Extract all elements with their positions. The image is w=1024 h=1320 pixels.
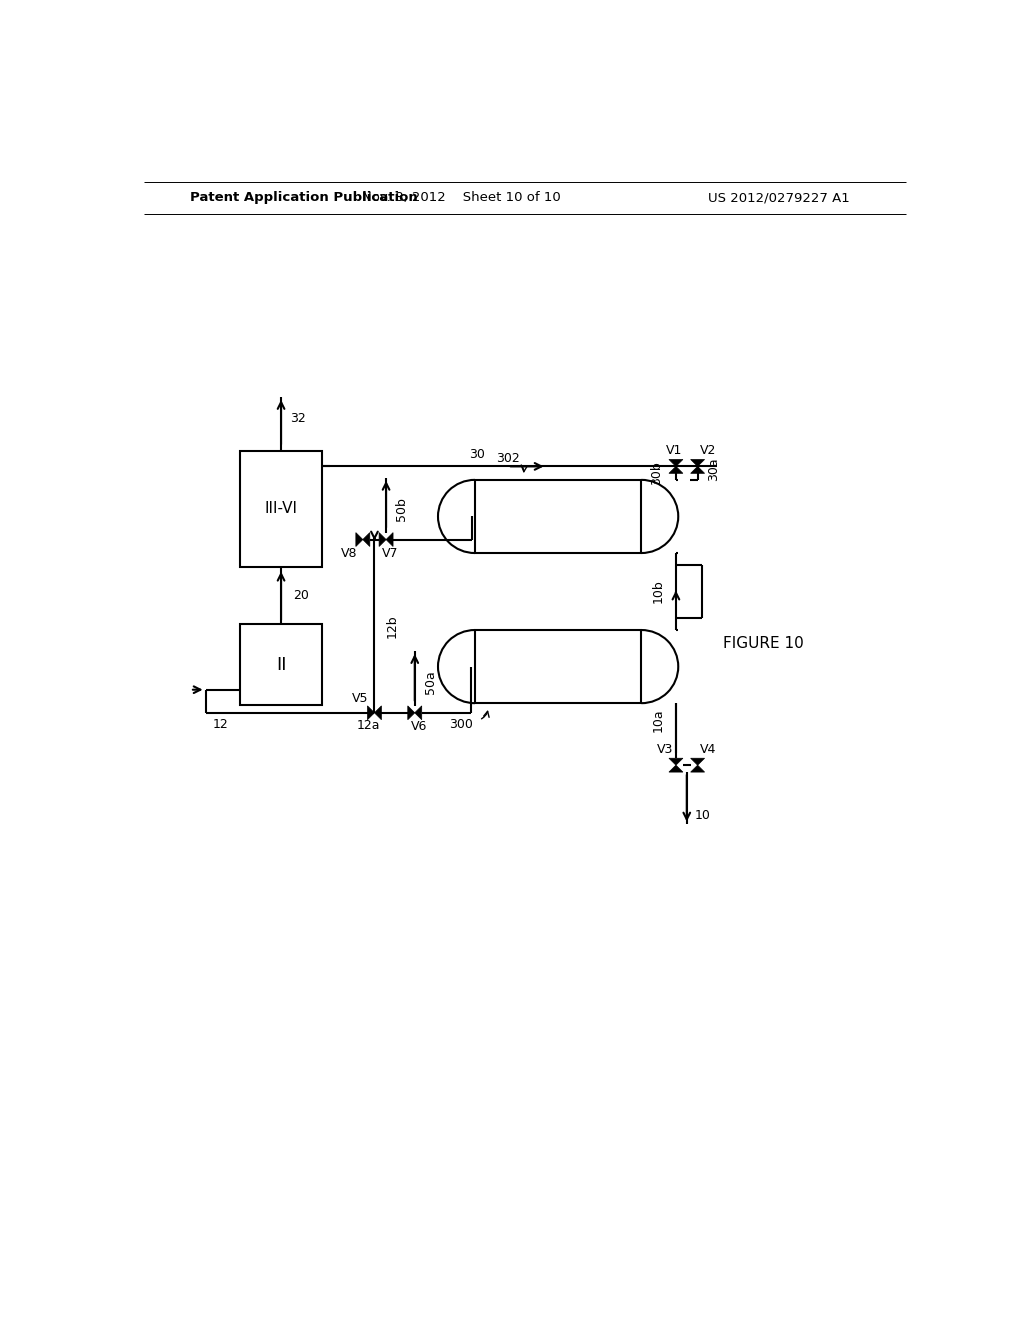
Text: 30a: 30a — [707, 458, 720, 480]
Polygon shape — [690, 459, 705, 466]
Text: 302: 302 — [496, 451, 519, 465]
Polygon shape — [408, 706, 415, 719]
Bar — [475, 480, 641, 553]
Text: 10a: 10a — [651, 709, 665, 733]
Text: II: II — [275, 656, 287, 673]
Polygon shape — [669, 466, 683, 474]
Polygon shape — [379, 533, 386, 546]
Polygon shape — [415, 706, 422, 719]
Bar — [475, 630, 641, 704]
Polygon shape — [669, 459, 683, 466]
Text: 20: 20 — [293, 589, 308, 602]
Polygon shape — [362, 533, 370, 546]
Text: Nov. 8, 2012    Sheet 10 of 10: Nov. 8, 2012 Sheet 10 of 10 — [361, 191, 560, 205]
Text: V4: V4 — [700, 743, 717, 756]
Polygon shape — [669, 758, 683, 766]
Text: V6: V6 — [411, 721, 427, 733]
Text: 12a: 12a — [356, 718, 380, 731]
Text: 50b: 50b — [395, 496, 409, 520]
Text: US 2012/0279227 A1: US 2012/0279227 A1 — [709, 191, 850, 205]
Text: 50a: 50a — [424, 671, 437, 694]
Text: V2: V2 — [700, 445, 717, 458]
Text: 10b: 10b — [651, 579, 665, 603]
Text: 10: 10 — [694, 809, 711, 822]
Text: V5: V5 — [352, 693, 369, 705]
Text: 300: 300 — [450, 718, 473, 731]
Polygon shape — [386, 533, 393, 546]
Text: V7: V7 — [382, 546, 398, 560]
Polygon shape — [375, 706, 381, 719]
Text: 12b: 12b — [385, 614, 398, 638]
Text: III-VI: III-VI — [264, 502, 298, 516]
Polygon shape — [690, 758, 705, 766]
Polygon shape — [368, 706, 375, 719]
Text: 12: 12 — [213, 718, 229, 731]
Text: V8: V8 — [341, 546, 357, 560]
Bar — [241, 451, 322, 566]
Bar — [241, 624, 322, 705]
Text: 30: 30 — [469, 447, 484, 461]
Text: V3: V3 — [656, 743, 673, 756]
Polygon shape — [690, 466, 705, 474]
Text: V1: V1 — [667, 445, 683, 458]
Text: Patent Application Publication: Patent Application Publication — [190, 191, 418, 205]
Polygon shape — [669, 766, 683, 772]
Text: 32: 32 — [291, 412, 306, 425]
Text: 30b: 30b — [650, 461, 664, 484]
Polygon shape — [690, 766, 705, 772]
Polygon shape — [356, 533, 362, 546]
Text: FIGURE 10: FIGURE 10 — [723, 636, 804, 651]
